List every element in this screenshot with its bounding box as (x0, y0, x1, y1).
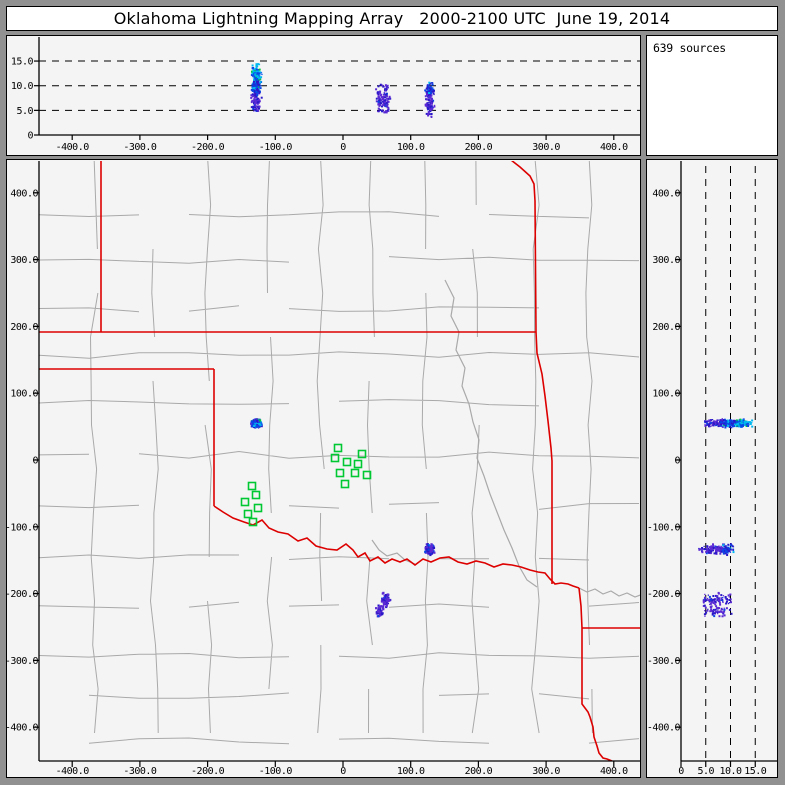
svg-text:-300.0: -300.0 (647, 656, 680, 667)
svg-text:300.0: 300.0 (532, 766, 560, 777)
svg-text:-300.0: -300.0 (7, 656, 38, 667)
svg-text:-400.0: -400.0 (7, 723, 38, 734)
svg-text:-400.0: -400.0 (647, 723, 680, 734)
svg-text:10.0: 10.0 (11, 81, 34, 92)
station-marker (248, 517, 258, 527)
window-title-text: Oklahoma Lightning Mapping Array 2000-21… (113, 9, 671, 28)
station-marker (243, 509, 253, 519)
altitude-vs-ns-plot[interactable]: 400.0 300.0 200.0 100.0 0 -100.0 -200.0 -300.0 -… (647, 160, 777, 777)
svg-text:5.0: 5.0 (697, 766, 714, 777)
svg-text:200.0: 200.0 (652, 322, 680, 333)
svg-text:-100.0: -100.0 (259, 766, 293, 777)
svg-text:0: 0 (674, 456, 680, 467)
state-border-line (578, 587, 583, 629)
svg-text:-200.0: -200.0 (191, 766, 225, 777)
svg-text:100.0: 100.0 (652, 389, 680, 400)
svg-text:-200.0: -200.0 (647, 589, 680, 600)
plan-view-map-plot[interactable]: 400.0 300.0 200.0 100.0 0 -100.0 -200.0 -300.0 -… (7, 160, 640, 777)
svg-text:300.0: 300.0 (10, 255, 38, 266)
station-markers-layer (240, 443, 372, 527)
station-marker (240, 497, 250, 507)
svg-text:10.0: 10.0 (719, 766, 742, 777)
lightning-points-layer (698, 418, 754, 618)
svg-text:400.0: 400.0 (10, 188, 38, 199)
svg-text:0: 0 (340, 766, 346, 777)
svg-text:-400.0: -400.0 (56, 766, 90, 777)
station-marker (353, 459, 363, 469)
state-border-line (581, 628, 613, 761)
svg-text:0: 0 (27, 131, 33, 142)
source-count-label: 639 sources (653, 41, 726, 55)
svg-text:200.0: 200.0 (10, 322, 38, 333)
station-marker (362, 470, 372, 480)
svg-text:400.0: 400.0 (600, 766, 628, 777)
svg-text:400.0: 400.0 (652, 188, 680, 199)
svg-text:400.0: 400.0 (600, 142, 628, 153)
station-marker (330, 453, 340, 463)
svg-text:100.0: 100.0 (397, 142, 425, 153)
svg-text:15.0: 15.0 (11, 57, 34, 68)
map-content-layer (39, 161, 640, 761)
svg-text:-200.0: -200.0 (7, 589, 38, 600)
svg-text:-300.0: -300.0 (123, 766, 157, 777)
river-line (444, 279, 538, 588)
svg-text:300.0: 300.0 (652, 255, 680, 266)
svg-text:-200.0: -200.0 (191, 142, 225, 153)
lightning-points-layer (250, 63, 436, 118)
station-marker (340, 479, 350, 489)
svg-text:100.0: 100.0 (10, 389, 38, 400)
lightning-points-layer (250, 418, 436, 618)
svg-text:0: 0 (678, 766, 684, 777)
svg-text:0: 0 (340, 142, 346, 153)
river-line (371, 539, 416, 565)
svg-text:200.0: 200.0 (465, 142, 493, 153)
station-marker (335, 468, 345, 478)
svg-text:0: 0 (32, 456, 38, 467)
station-marker (251, 490, 261, 500)
svg-text:5.0: 5.0 (16, 106, 33, 117)
station-marker (357, 449, 367, 459)
station-marker (342, 457, 352, 467)
svg-text:-100.0: -100.0 (259, 142, 293, 153)
state-border-line (510, 161, 553, 584)
station-marker (253, 503, 263, 513)
county-boundaries (39, 161, 640, 745)
panel-plan-view-map: 400.0 300.0 200.0 100.0 0 -100.0 -200.0 -300.0 -… (6, 159, 641, 778)
svg-text:-100.0: -100.0 (7, 522, 38, 533)
altitude-vs-ew-plot[interactable]: 15.0 10.0 5.0 0 -400.0 -300.0 -200.0 -100.0 0 100… (7, 36, 640, 155)
station-marker (247, 481, 257, 491)
svg-text:100.0: 100.0 (397, 766, 425, 777)
station-marker (333, 443, 343, 453)
panel-source-count: 639 sources (646, 35, 778, 156)
svg-text:300.0: 300.0 (532, 142, 560, 153)
svg-text:200.0: 200.0 (465, 766, 493, 777)
svg-text:-300.0: -300.0 (123, 142, 157, 153)
river-line (578, 587, 640, 598)
panel-altitude-vs-ns: 400.0 300.0 200.0 100.0 0 -100.0 -200.0 -300.0 -… (646, 159, 778, 778)
station-marker (350, 468, 360, 478)
alt-ns-points (698, 418, 754, 618)
title-bar: Oklahoma Lightning Mapping Array 2000-21… (6, 6, 778, 31)
ew-alt-points (250, 63, 436, 118)
svg-text:-100.0: -100.0 (647, 522, 680, 533)
svg-text:15.0: 15.0 (744, 766, 767, 777)
state-border-line (213, 505, 580, 589)
svg-text:-400.0: -400.0 (56, 142, 90, 153)
panel-altitude-vs-ew: 15.0 10.0 5.0 0 -400.0 -300.0 -200.0 -100.0 0 100… (6, 35, 641, 156)
